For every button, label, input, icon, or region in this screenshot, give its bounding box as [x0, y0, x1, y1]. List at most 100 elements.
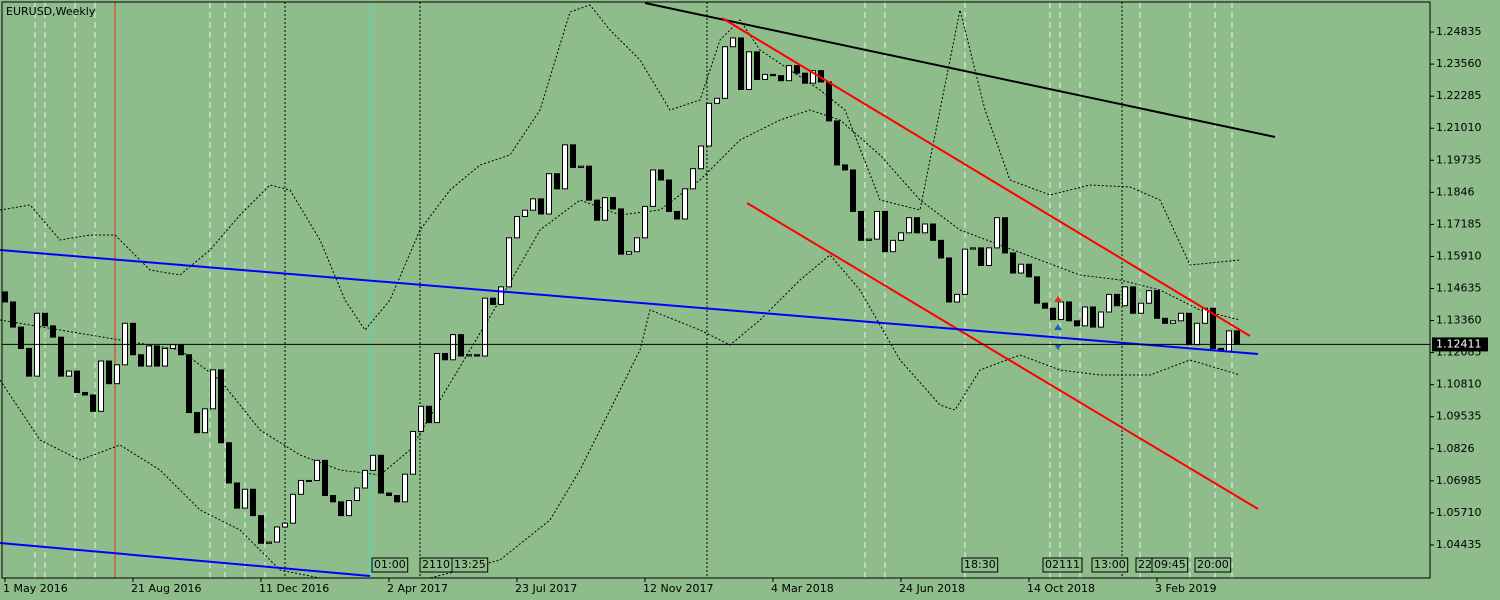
candle-body — [1186, 312, 1192, 346]
y-tick-label: 1.17185 — [1436, 217, 1482, 230]
candle-body — [298, 479, 304, 495]
candle-body — [898, 232, 904, 241]
candle-body — [234, 482, 240, 509]
candle-body — [1034, 276, 1040, 304]
candle-body — [346, 500, 352, 517]
x-tick-label: 1 May 2016 — [3, 582, 68, 595]
candle-body — [434, 352, 440, 424]
time-marker-box — [371, 557, 409, 573]
candle-body — [202, 408, 208, 434]
candle-body — [194, 412, 200, 434]
x-tick-label: 24 Jun 2018 — [899, 582, 965, 595]
candle-body — [506, 237, 512, 288]
vertical-lines — [34, 2, 1233, 578]
chart-title: EURUSD,Weekly — [6, 5, 96, 18]
candle-body — [1146, 290, 1152, 304]
y-tick-label: 1.10810 — [1436, 378, 1482, 391]
candle-body — [834, 120, 840, 166]
candle-body — [994, 217, 1000, 249]
candle-body — [98, 360, 104, 412]
candle-body — [1234, 330, 1240, 345]
y-tick-label: 1.09535 — [1436, 410, 1482, 423]
candle-body — [106, 360, 112, 385]
candle-body — [2, 291, 8, 303]
time-marker: 09:45 — [1154, 558, 1186, 571]
y-tick-label: 1.14635 — [1436, 281, 1482, 294]
candle-body — [930, 223, 936, 241]
candle-body — [602, 197, 608, 221]
candle-body — [258, 515, 264, 544]
candle-body — [1226, 330, 1232, 352]
candle-body — [522, 209, 528, 217]
candle-body — [1130, 286, 1136, 314]
candle-body — [554, 173, 560, 190]
candle-body — [10, 301, 16, 328]
candle-body — [1058, 301, 1064, 321]
candle-body — [458, 334, 464, 357]
candle-body — [738, 37, 744, 91]
candle-body — [650, 169, 656, 207]
candle-body — [394, 495, 400, 503]
candle-body — [890, 239, 896, 253]
candle-body — [274, 526, 280, 543]
y-tick-label: 1.05710 — [1436, 506, 1482, 519]
candle-body — [26, 347, 32, 377]
candle-body — [954, 293, 960, 303]
time-marker: 18:30 — [964, 558, 996, 571]
y-tick-label: 1.13360 — [1436, 314, 1482, 327]
candle-body — [490, 297, 496, 305]
candle-body — [266, 541, 272, 544]
candle-body — [1042, 302, 1048, 309]
candle-body — [682, 188, 688, 220]
candle-body — [146, 345, 152, 367]
candle-body — [938, 239, 944, 259]
time-marker: 22 — [1138, 558, 1152, 571]
candle-body — [690, 168, 696, 190]
y-tick-label: 1.0826 — [1436, 442, 1475, 455]
candle-body — [866, 238, 872, 241]
candle-body — [770, 73, 776, 77]
candle-body — [210, 369, 216, 410]
candle-body — [546, 173, 552, 215]
last-price-label: 1.12411 — [1436, 337, 1482, 350]
candle-body — [42, 312, 48, 327]
candle-body — [874, 210, 880, 240]
candle-body — [386, 492, 392, 497]
y-tick-label: 1.1846 — [1436, 185, 1475, 198]
candle-body — [618, 208, 624, 255]
candle-body — [562, 144, 568, 190]
candle-body — [1098, 311, 1104, 328]
candle-body — [642, 205, 648, 239]
x-tick-label: 21 Aug 2016 — [131, 582, 201, 595]
candle-body — [1122, 286, 1128, 307]
candle-body — [658, 169, 664, 181]
candle-body — [90, 394, 96, 412]
time-marker-box — [1042, 557, 1083, 573]
candle-body — [442, 352, 448, 361]
candle-body — [314, 459, 320, 481]
candle-body — [242, 488, 248, 509]
candle-body — [410, 430, 416, 475]
candle-body — [1002, 217, 1008, 254]
y-tick-label: 1.23560 — [1436, 57, 1482, 70]
candle-body — [1162, 317, 1168, 324]
candle-body — [1066, 301, 1072, 322]
candle-body — [530, 198, 536, 211]
candle-body — [1074, 320, 1080, 327]
candle-body — [402, 473, 408, 503]
time-marker: 13:00 — [1094, 558, 1126, 571]
candle-body — [786, 65, 792, 82]
candle-body — [610, 197, 616, 210]
candle-body — [706, 102, 712, 147]
candle-body — [370, 454, 376, 471]
candle-body — [1090, 306, 1096, 328]
candle-body — [850, 169, 856, 212]
candle-body — [330, 495, 336, 503]
candle-body — [250, 488, 256, 517]
time-marker-box — [1091, 557, 1129, 573]
plot-frame — [1, 1, 1431, 579]
candle-body — [594, 199, 600, 221]
time-marker-box — [451, 557, 489, 573]
candle-body — [162, 347, 168, 367]
candle-body — [1106, 293, 1112, 313]
